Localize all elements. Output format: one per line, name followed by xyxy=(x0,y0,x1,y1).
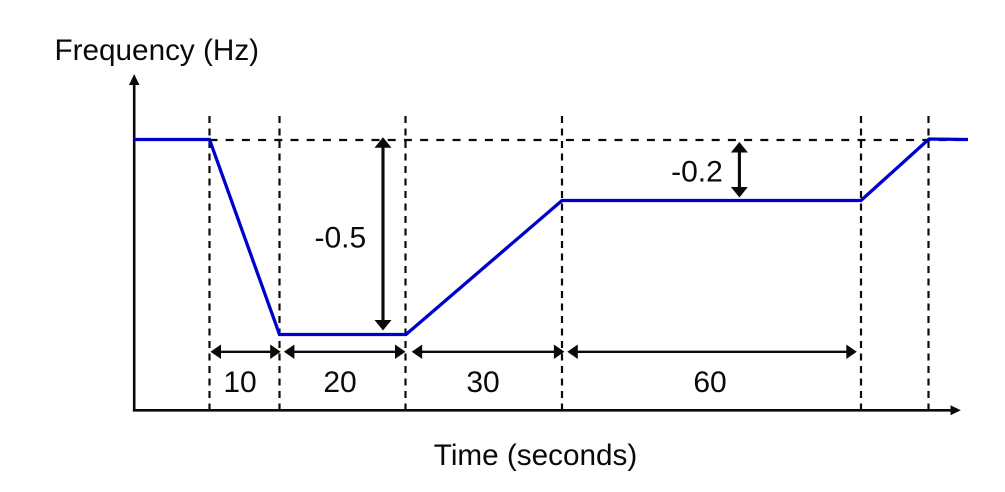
svg-text:30: 30 xyxy=(466,366,499,399)
svg-text:20: 20 xyxy=(323,366,356,399)
svg-text:10: 10 xyxy=(223,366,256,399)
svg-text:-0.2: -0.2 xyxy=(671,155,723,188)
svg-text:Time (seconds): Time (seconds) xyxy=(434,439,637,472)
svg-text:60: 60 xyxy=(693,366,726,399)
svg-text:Frequency (Hz): Frequency (Hz) xyxy=(55,34,260,67)
svg-text:-0.5: -0.5 xyxy=(314,222,366,255)
